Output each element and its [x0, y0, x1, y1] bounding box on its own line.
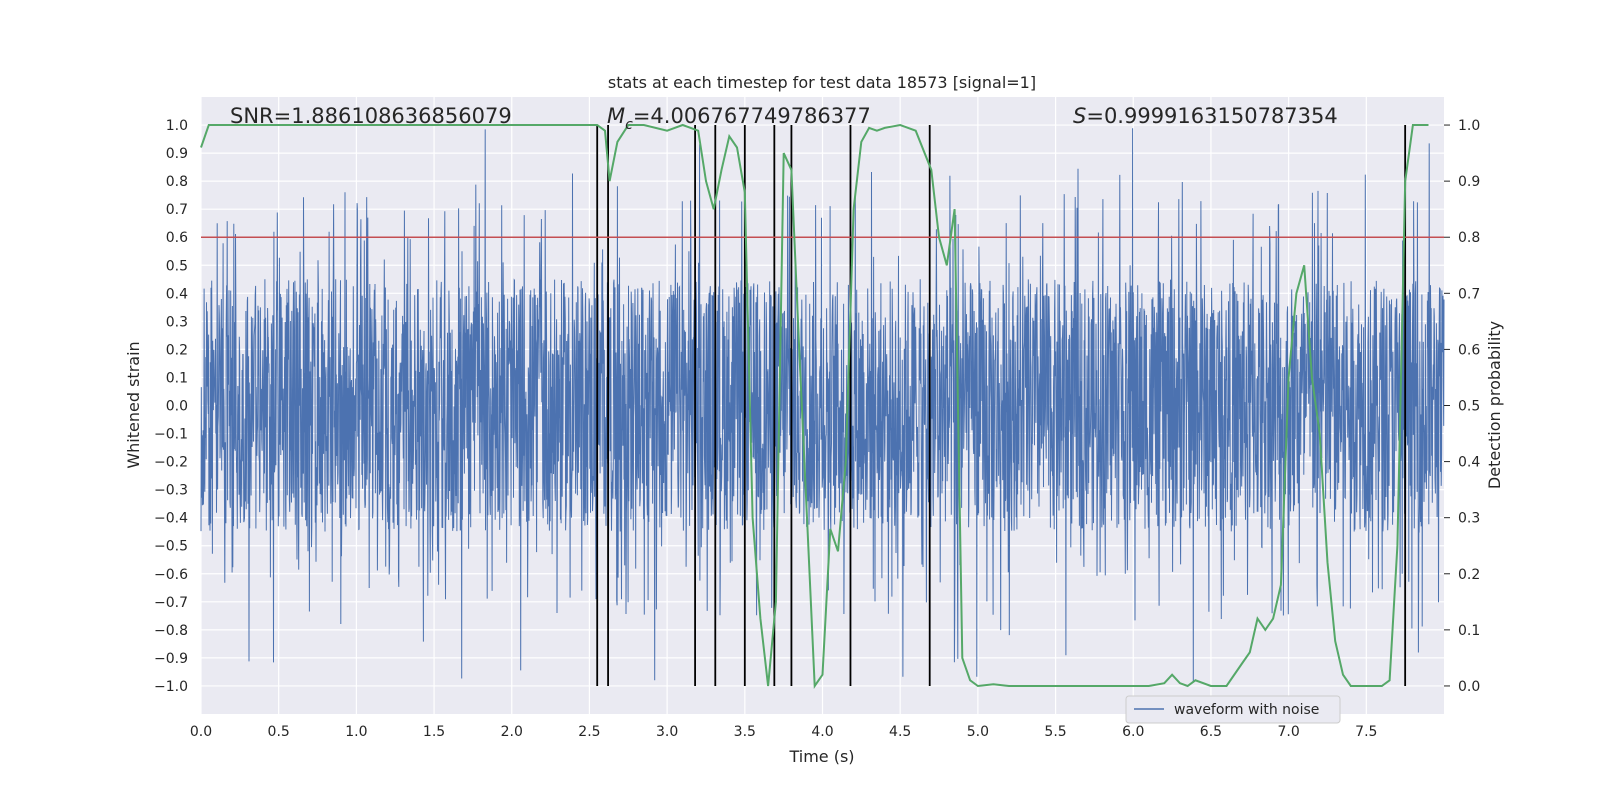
y-tick-label: 0.4 [166, 286, 188, 302]
chart-title: stats at each timestep for test data 185… [608, 73, 1036, 92]
y-tick-label: 1.0 [166, 118, 188, 134]
x-tick-label: 1.0 [345, 724, 367, 740]
x-tick-label: 2.5 [578, 724, 600, 740]
y2-tick-label: 0.8 [1458, 230, 1480, 246]
y-tick-label: −0.4 [154, 511, 188, 527]
probability-line [200, 123, 1429, 690]
y2-tick-label: 1.0 [1458, 118, 1480, 134]
legend: waveform with noise [1125, 695, 1341, 724]
chirp-mass-subscript: c [625, 117, 633, 133]
x-tick-label: 7.5 [1355, 724, 1377, 740]
probability-series [200, 123, 1429, 690]
x-tick-label: 3.5 [734, 724, 756, 740]
y2-tick-label: 0.2 [1458, 567, 1480, 583]
x-tick-label: 1.5 [423, 724, 445, 740]
y-tick-label: 0.0 [166, 399, 188, 415]
x-tick-label: 4.0 [811, 724, 833, 740]
y-tick-label: 0.8 [166, 174, 188, 190]
s-value: =0.9999163150787354 [1086, 104, 1337, 128]
y2-tick-label: 0.5 [1458, 399, 1480, 415]
legend-label: waveform with noise [1174, 702, 1319, 718]
x-tick-labels: 0.0 0.5 1.0 1.5 2.0 2.5 3.0 3.5 4.0 4.5 5.0 5.5 6.0 6… [190, 724, 1378, 740]
y-tick-label: −0.7 [154, 595, 188, 611]
s-annotation: S=0.9999163150787354 [1073, 104, 1338, 128]
x-tick-label: 0.5 [268, 724, 290, 740]
waveform-line [200, 128, 1445, 683]
y-tick-label: 0.3 [166, 314, 188, 330]
y2-tick-labels: 1.0 0.9 0.8 0.7 0.6 0.5 0.4 0.3 0.2 0.1 0.0 [1444, 118, 1480, 695]
y-tick-labels: 1.0 0.9 0.8 0.7 0.6 0.5 0.4 0.3 0.2 0.1 0.0 −0.1 −0.… [154, 118, 188, 695]
y2-tick-label: 0.7 [1458, 286, 1480, 302]
waveform-series [200, 128, 1445, 683]
chirp-mass-value: =4.006767749786377 [633, 104, 871, 128]
x-tick-label: 6.5 [1200, 724, 1222, 740]
y-tick-label: 0.2 [166, 342, 188, 358]
s-symbol: S [1073, 104, 1086, 128]
x-axis-label: Time (s) [788, 747, 854, 766]
x-tick-label: 5.5 [1044, 724, 1066, 740]
y-tick-label: −1.0 [154, 679, 188, 695]
y-tick-label: −0.6 [154, 567, 188, 583]
y-tick-label: −0.9 [154, 651, 188, 667]
x-tick-label: 5.0 [967, 724, 989, 740]
y-tick-label: −0.8 [154, 623, 188, 639]
x-tick-label: 7.0 [1277, 724, 1299, 740]
y-tick-label: −0.5 [154, 539, 188, 555]
y-tick-label: −0.2 [154, 455, 188, 471]
snr-annotation: SNR=1.886108636856079 [230, 104, 512, 128]
y-tick-label: 0.7 [166, 202, 188, 218]
legend-box [1125, 695, 1341, 724]
y2-tick-label: 0.0 [1458, 679, 1480, 695]
y2-tick-label: 0.3 [1458, 511, 1480, 527]
x-tick-label: 3.0 [656, 724, 678, 740]
y-axis-label: Whitened strain [124, 341, 143, 468]
y-tick-label: −0.1 [154, 427, 188, 443]
y-tick-label: 0.9 [166, 146, 188, 162]
x-tick-label: 2.0 [501, 724, 523, 740]
y2-tick-label: 0.1 [1458, 623, 1480, 639]
y2-tick-label: 0.4 [1458, 455, 1480, 471]
chirp-mass-symbol: M [607, 104, 625, 128]
y2-tick-label: 0.9 [1458, 174, 1480, 190]
x-tick-label: 6.0 [1122, 724, 1144, 740]
x-tick-label: 4.5 [889, 724, 911, 740]
chirp-mass-annotation: Mc=4.006767749786377 [607, 104, 871, 133]
x-tick-label: 0.0 [190, 724, 212, 740]
y2-axis-label: Detection probability [1485, 321, 1504, 489]
y-tick-label: 0.6 [166, 230, 188, 246]
y-tick-label: 0.5 [166, 258, 188, 274]
y-tick-label: −0.3 [154, 483, 188, 499]
y-tick-label: 0.1 [166, 370, 188, 386]
y2-tick-label: 0.6 [1458, 342, 1480, 358]
